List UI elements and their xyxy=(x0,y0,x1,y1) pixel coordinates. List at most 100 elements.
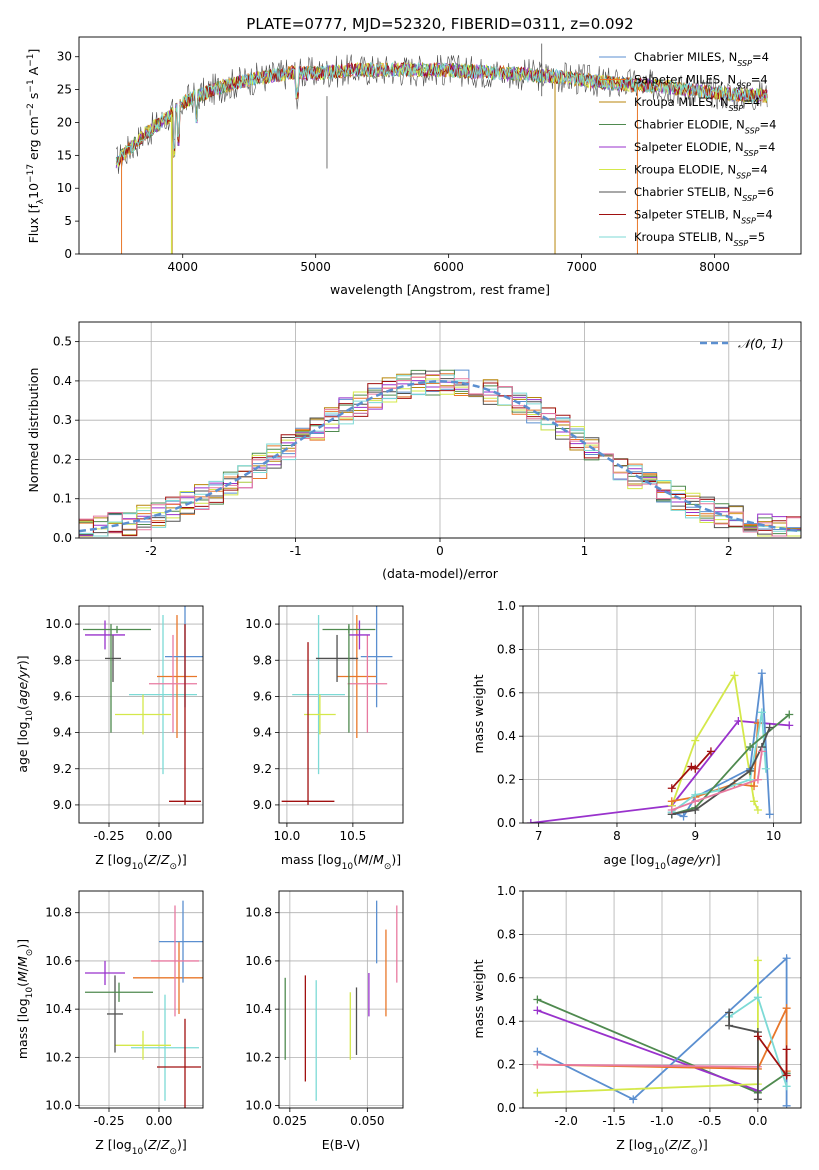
label-part: 10 xyxy=(653,1147,665,1157)
y-tick-label: 30 xyxy=(57,50,72,64)
label-part: age/yr xyxy=(671,852,712,867)
weight-marker xyxy=(785,710,794,719)
label-part: Kroupa MILES, N xyxy=(634,95,729,109)
y-tick-label: 0.4 xyxy=(53,374,72,388)
x-tick-label: 0.00 xyxy=(146,1114,173,1128)
y-tick-label: 9.8 xyxy=(253,653,272,667)
axes-frame xyxy=(78,36,802,255)
label-part: =6 xyxy=(757,185,774,199)
y-tick-label: 10.8 xyxy=(245,906,272,920)
label-part: SSP xyxy=(729,104,744,113)
label-part: M xyxy=(373,852,384,867)
label-part: Salpeter MILES, N xyxy=(634,73,736,87)
weight-marker xyxy=(691,736,700,745)
label-part: Z xyxy=(160,1137,170,1152)
y-tick-label: 0.2 xyxy=(497,773,516,787)
weight-marker xyxy=(753,805,762,814)
label-part: Chabrier MILES, N xyxy=(634,50,737,64)
label-part: SSP xyxy=(737,59,752,68)
label-part: SSP xyxy=(734,239,749,248)
label-part: −17 xyxy=(26,164,36,183)
plot-area xyxy=(83,606,203,805)
label-part: mass weight xyxy=(471,674,486,753)
label-part: Z xyxy=(681,1137,691,1152)
x-axis-label: mass [log10(M/M⊙)] xyxy=(281,852,401,872)
panel-residuals: -2 -1 0 1 2 0.0 0.1 0.2 0.3 0.4 0.5 xyxy=(53,321,802,558)
label-part: ( xyxy=(664,1137,669,1152)
x-axis-label: E(B-V) xyxy=(322,1137,361,1152)
x-axis-label: Z [log10(Z/Z⊙)] xyxy=(616,1137,708,1157)
label-part: / xyxy=(678,1137,683,1152)
label-part: mass [log xyxy=(281,852,342,867)
label-part: 10 xyxy=(26,183,41,199)
label-part: ( xyxy=(143,852,148,867)
label-part: ⊙ xyxy=(169,862,177,872)
legend-label: Kroupa MILES, NSSP=4 xyxy=(634,95,760,113)
weight-marker xyxy=(629,1095,638,1104)
axes-frame xyxy=(78,321,802,539)
y-axis-label: mass weight xyxy=(471,959,486,1038)
axes-frame xyxy=(78,605,204,824)
label-part: Z [log xyxy=(95,1137,131,1152)
y-tick-label: 25 xyxy=(57,83,72,97)
label-part: 10 xyxy=(25,710,35,722)
label-part: SSP xyxy=(736,81,751,90)
label-part: Kroupa STELIB, N xyxy=(634,230,734,244)
label-part: mass [log xyxy=(15,998,30,1059)
label-part: Z xyxy=(147,852,157,867)
y-tick-label: 10 xyxy=(57,181,72,195)
label-part: age [log xyxy=(15,721,30,772)
label-part: erg cm xyxy=(26,116,41,164)
x-tick-label: 0 xyxy=(436,544,444,558)
y-tick-label: 0.2 xyxy=(53,452,72,466)
weight-marker xyxy=(757,669,766,678)
x-tick-label: -2.0 xyxy=(554,1114,577,1128)
x-tick-label: 4000 xyxy=(167,260,198,274)
y-tick-label: 15 xyxy=(57,148,72,162)
y-tick-label: 9.8 xyxy=(53,653,72,667)
y-tick-label: 10.0 xyxy=(45,617,72,631)
label-part: −1 xyxy=(26,54,36,67)
label-part: Z xyxy=(160,852,170,867)
label-part: 10 xyxy=(132,1147,144,1157)
x-tick-label: -0.25 xyxy=(93,829,124,843)
y-tick-label: 0.0 xyxy=(497,816,516,830)
y-tick-label: 0.1 xyxy=(53,492,72,506)
weight-marker xyxy=(725,1021,734,1030)
label-part: / xyxy=(15,966,30,971)
y-tick-label: 0.0 xyxy=(497,1101,516,1115)
weight-line-pink xyxy=(537,1063,758,1068)
label-part: M xyxy=(358,852,369,867)
x-tick-label: 8000 xyxy=(699,260,730,274)
weight-marker xyxy=(667,805,676,814)
x-tick-label: 0.025 xyxy=(273,1114,307,1128)
label-part: SSP xyxy=(741,216,756,225)
y-tick-label: 9.0 xyxy=(253,798,272,812)
y-tick-label: 10.6 xyxy=(245,954,272,968)
y-tick-label: 5 xyxy=(64,214,72,228)
y-tick-label: 0.3 xyxy=(53,413,72,427)
weight-marker xyxy=(782,1004,791,1013)
weight-marker xyxy=(782,954,791,963)
panel-age-vs-mass: 10.0 10.5 9.0 9.2 9.4 9.6 9.8 10.0 xyxy=(245,605,404,843)
y-tick-label: 20 xyxy=(57,115,72,129)
label-part: SSP xyxy=(736,171,751,180)
x-axis-label: wavelength [Angstrom, rest frame] xyxy=(330,282,550,297)
weight-marker xyxy=(526,819,535,823)
label-part: E(B-V) xyxy=(322,1137,361,1152)
y-axis-label: mass weight xyxy=(471,674,486,753)
plot-area xyxy=(526,669,794,823)
axes-frame xyxy=(78,890,204,1109)
weight-marker xyxy=(533,1088,542,1097)
label-part: 10 xyxy=(25,987,35,999)
legend-label: Kroupa ELODIE, NSSP=4 xyxy=(634,163,768,181)
label-part: wavelength [Angstrom, rest frame] xyxy=(330,282,550,297)
legend-label: Salpeter MILES, NSSP=4 xyxy=(634,73,768,91)
weight-line-salpeter_elodie xyxy=(537,1009,759,1092)
label-part: M xyxy=(15,956,30,967)
weight-marker xyxy=(667,784,676,793)
weight-marker xyxy=(782,1101,791,1108)
label-part: ⊙ xyxy=(384,862,392,872)
x-tick-label: -0.5 xyxy=(698,1114,721,1128)
legend-label: Salpeter STELIB, NSSP=4 xyxy=(634,208,773,226)
